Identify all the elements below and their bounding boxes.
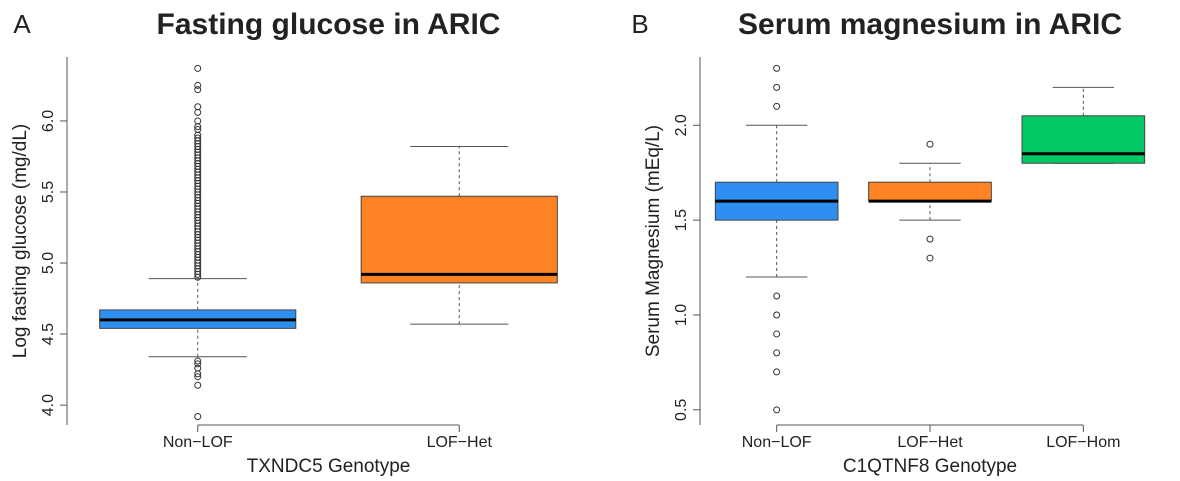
outlier [194,364,202,372]
outlier [194,270,202,278]
y-axis-label: Serum Magnesium (mEq/L) [643,125,664,357]
outlier [926,140,934,148]
outlier [194,360,202,368]
outlier [194,86,202,94]
box [1021,115,1146,164]
x-tick-label: Non−LOF [163,434,233,451]
outlier [194,273,202,281]
outlier [773,102,781,110]
y-tick-label: 4.0 [40,394,57,416]
chart-title: Fasting glucose in ARIC [157,8,501,41]
outlier [773,406,781,414]
outlier [194,381,202,389]
y-axis-label: Log fasting glucose (mg/dL) [10,124,31,358]
outlier [194,370,202,378]
outlier [194,81,202,89]
y-tick-label: 4.5 [40,323,57,345]
outlier [773,83,781,91]
x-tick-label: LOF−Het [897,434,963,451]
outlier [194,103,202,111]
x-axis-label: C1QTNF8 Genotype [843,456,1017,477]
y-tick-label: 1.0 [673,304,690,326]
outlier [194,64,202,72]
x-axis-label: TXNDC5 Genotype [247,456,411,477]
chart-title: Serum magnesium in ARIC [738,8,1122,41]
outlier [194,108,202,116]
outlier [773,64,781,72]
panel-label: A [13,9,31,39]
panel-label: B [631,9,648,39]
y-tick-label: 6.0 [40,110,57,132]
outlier [926,235,934,243]
outlier [926,254,934,262]
x-tick-label: LOF−Hom [1046,434,1120,451]
x-tick-label: LOF−Het [427,434,493,451]
box [360,195,558,284]
x-tick-label: Non−LOF [742,434,812,451]
y-tick-label: 0.5 [673,399,690,421]
outlier [194,123,202,131]
outlier [773,349,781,357]
outlier [773,311,781,319]
outlier [194,412,202,420]
outlier [194,117,202,125]
y-tick-label: 5.0 [40,252,57,274]
outlier [194,373,202,381]
y-tick-label: 1.5 [673,209,690,231]
outlier [773,292,781,300]
y-tick-label: 2.0 [673,114,690,136]
outlier [773,368,781,376]
y-tick-label: 5.5 [40,181,57,203]
outlier [773,330,781,338]
box [868,181,992,202]
outlier [194,357,202,365]
